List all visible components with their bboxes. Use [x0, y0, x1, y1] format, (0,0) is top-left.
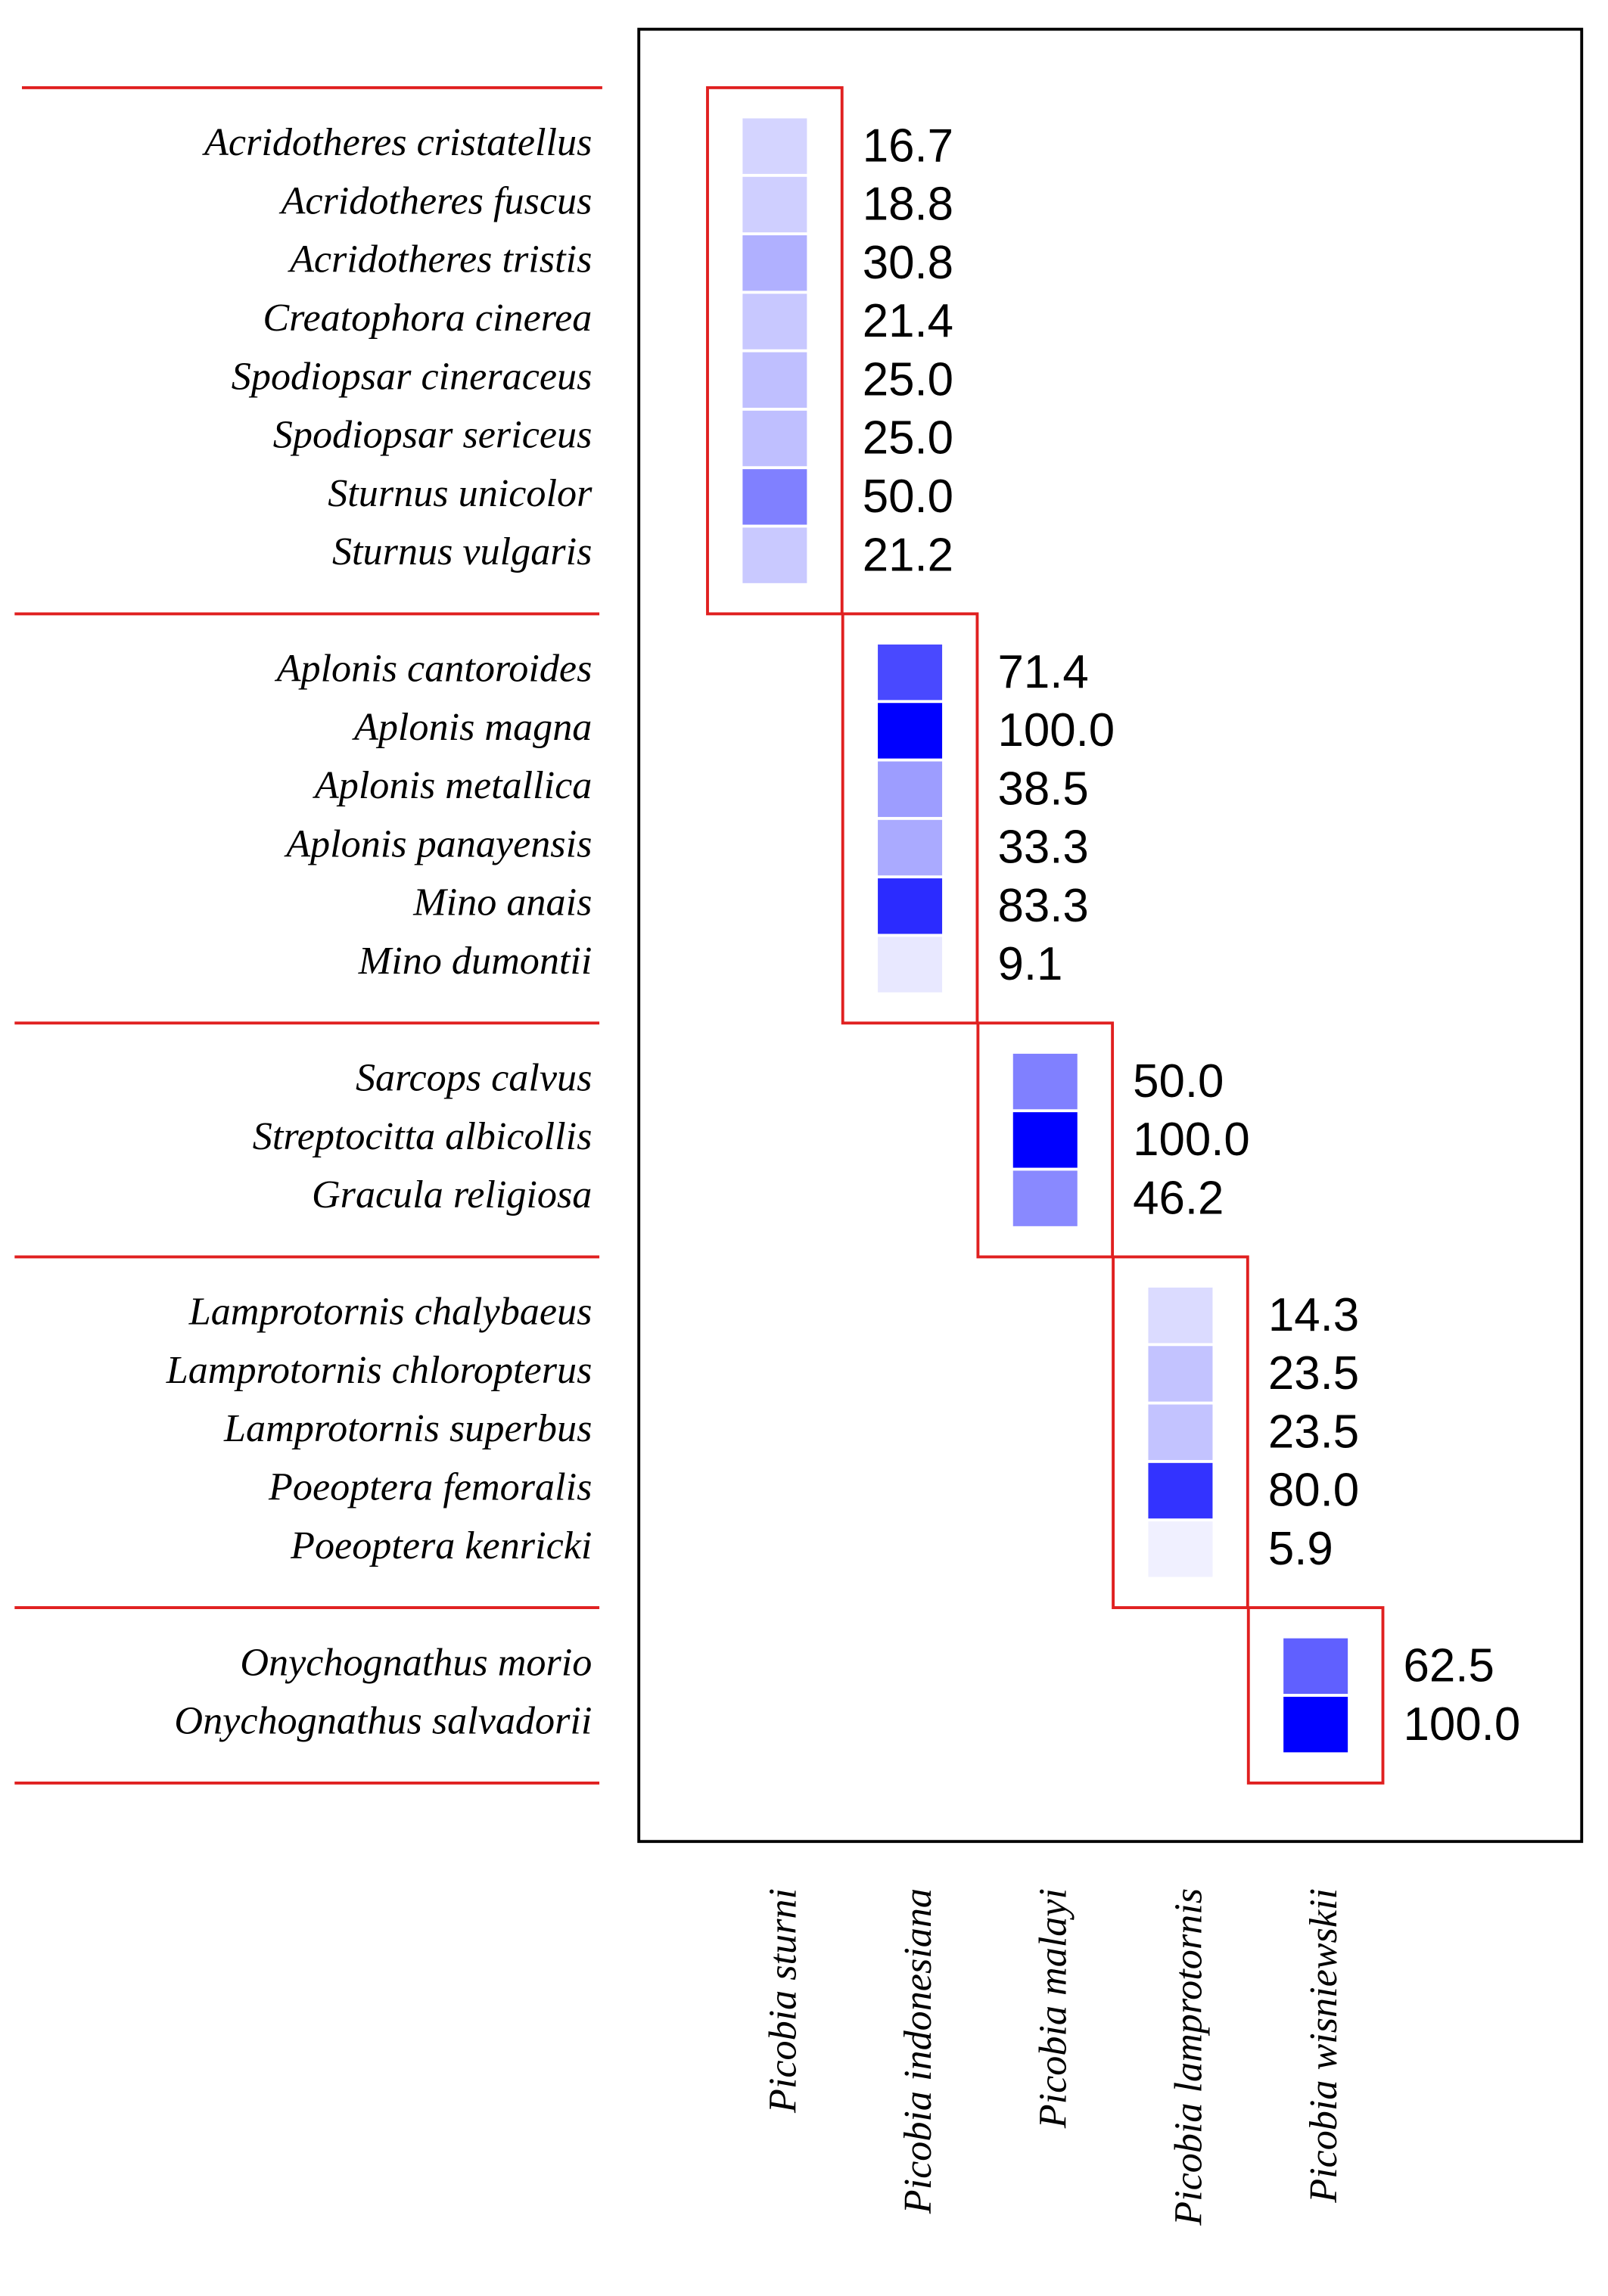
cell [742, 469, 807, 525]
species-label: Spodiopsar sericeus [273, 414, 593, 457]
value-label: 18.8 [863, 179, 953, 231]
value-label: 25.0 [863, 412, 953, 464]
cell [742, 294, 807, 350]
column-label: Picobia sturni [761, 1888, 804, 2114]
cell [1012, 1053, 1078, 1110]
cell [1148, 1346, 1213, 1402]
cell [742, 352, 807, 408]
value-label: 62.5 [1404, 1640, 1494, 1692]
species-label: Gracula religiosa [312, 1173, 592, 1216]
value-label: 5.9 [1268, 1523, 1333, 1575]
column-label: Picobia malayi [1032, 1888, 1075, 2129]
cell [878, 703, 943, 759]
value-label: 21.4 [863, 295, 953, 347]
value-label: 30.8 [863, 237, 953, 289]
value-label: 100.0 [1133, 1114, 1250, 1166]
cell [878, 878, 943, 934]
cell [878, 644, 943, 701]
cell [1012, 1112, 1078, 1168]
cell [1148, 1287, 1213, 1344]
species-label: Creatophora cinerea [263, 297, 592, 340]
value-label: 16.7 [863, 120, 953, 172]
cell [742, 527, 807, 583]
cell [742, 235, 807, 291]
frame [637, 27, 1584, 1844]
column-label: Picobia indonesiana [897, 1888, 940, 2214]
value-label: 23.5 [1268, 1347, 1359, 1400]
value-label: 25.0 [863, 353, 953, 405]
species-label: Mino anais [412, 881, 592, 924]
value-label: 50.0 [1133, 1055, 1224, 1108]
species-label: Mino dumontii [358, 940, 593, 983]
species-label: Onychognathus salvadorii [174, 1700, 592, 1743]
cell [1148, 1404, 1213, 1460]
value-label: 46.2 [1133, 1172, 1224, 1224]
value-label: 38.5 [997, 763, 1088, 815]
species-label: Acridotheres cristatellus [202, 121, 592, 164]
column-label: Picobia wisniewskii [1302, 1888, 1345, 2204]
cell [1283, 1696, 1348, 1753]
cell [1148, 1462, 1213, 1519]
species-label: Lamprotornis superbus [223, 1407, 592, 1450]
species-label: Sturnus vulgaris [332, 530, 592, 573]
group-box [841, 612, 979, 1025]
group-box [706, 85, 844, 616]
value-label: 100.0 [1404, 1698, 1521, 1751]
cell [1012, 1170, 1078, 1226]
value-label: 14.3 [1268, 1289, 1359, 1341]
species-label: Poeoptera kenricki [290, 1524, 592, 1567]
species-label: Sarcops calvus [356, 1057, 592, 1100]
species-label: Acridotheres tristis [288, 238, 592, 281]
cell [878, 819, 943, 876]
cell [878, 761, 943, 817]
group-box [1246, 1606, 1385, 1785]
species-label: Onychognathus morio [240, 1641, 592, 1684]
species-label: Aplonis panayensis [284, 822, 592, 865]
species-label: Poeoptera femoralis [268, 1465, 592, 1508]
species-label: Spodiopsar cineraceus [232, 355, 593, 398]
value-label: 21.2 [863, 529, 953, 581]
species-label: Acridotheres fuscus [278, 179, 592, 222]
species-label: Streptocitta albicollis [253, 1115, 593, 1158]
cell [742, 176, 807, 233]
value-label: 100.0 [997, 704, 1115, 757]
value-label: 33.3 [997, 822, 1088, 874]
species-label: Lamprotornis chalybaeus [188, 1291, 593, 1334]
value-label: 83.3 [997, 880, 1088, 932]
cell [1283, 1638, 1348, 1695]
species-label: Aplonis cantoroides [275, 648, 593, 691]
species-label: Lamprotornis chloropterus [166, 1349, 593, 1392]
cell [742, 118, 807, 174]
value-label: 80.0 [1268, 1465, 1359, 1517]
species-label: Aplonis magna [352, 706, 592, 749]
species-label: Aplonis metallica [313, 764, 592, 807]
value-label: 23.5 [1268, 1406, 1359, 1458]
value-label: 50.0 [863, 471, 953, 523]
column-label: Picobia lamprotornis [1167, 1888, 1210, 2226]
cell [878, 937, 943, 993]
group-box [976, 1021, 1115, 1259]
group-box [1112, 1255, 1249, 1610]
cell [1148, 1521, 1213, 1577]
value-label: 71.4 [997, 646, 1088, 698]
cell [742, 410, 807, 467]
species-label: Sturnus unicolor [328, 472, 593, 515]
value-label: 9.1 [997, 938, 1062, 990]
